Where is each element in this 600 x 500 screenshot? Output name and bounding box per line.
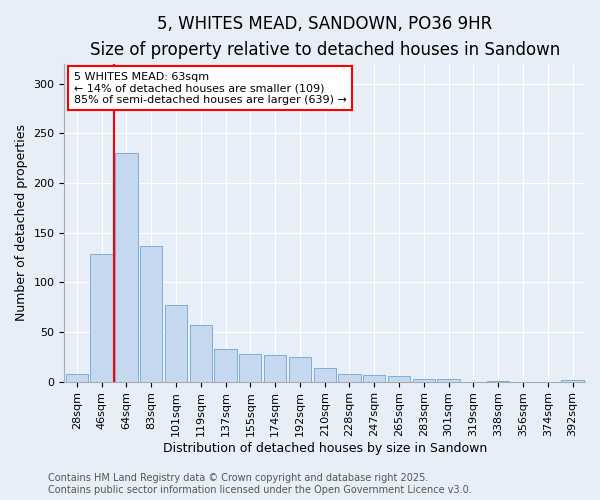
Bar <box>289 357 311 382</box>
Bar <box>338 374 361 382</box>
Bar <box>239 354 262 382</box>
Bar <box>437 378 460 382</box>
Bar <box>487 380 509 382</box>
Bar <box>140 246 163 382</box>
Title: 5, WHITES MEAD, SANDOWN, PO36 9HR
Size of property relative to detached houses i: 5, WHITES MEAD, SANDOWN, PO36 9HR Size o… <box>89 15 560 60</box>
Text: 5 WHITES MEAD: 63sqm
← 14% of detached houses are smaller (109)
85% of semi-deta: 5 WHITES MEAD: 63sqm ← 14% of detached h… <box>74 72 347 105</box>
Bar <box>91 254 113 382</box>
Bar <box>190 325 212 382</box>
Bar <box>264 355 286 382</box>
Bar <box>314 368 336 382</box>
Text: Contains HM Land Registry data © Crown copyright and database right 2025.
Contai: Contains HM Land Registry data © Crown c… <box>48 474 472 495</box>
Y-axis label: Number of detached properties: Number of detached properties <box>15 124 28 321</box>
Bar <box>214 349 236 382</box>
Bar <box>65 374 88 382</box>
Bar <box>413 378 435 382</box>
Bar <box>115 153 137 382</box>
Bar <box>363 374 385 382</box>
Bar <box>562 380 584 382</box>
Bar <box>165 305 187 382</box>
X-axis label: Distribution of detached houses by size in Sandown: Distribution of detached houses by size … <box>163 442 487 455</box>
Bar <box>388 376 410 382</box>
